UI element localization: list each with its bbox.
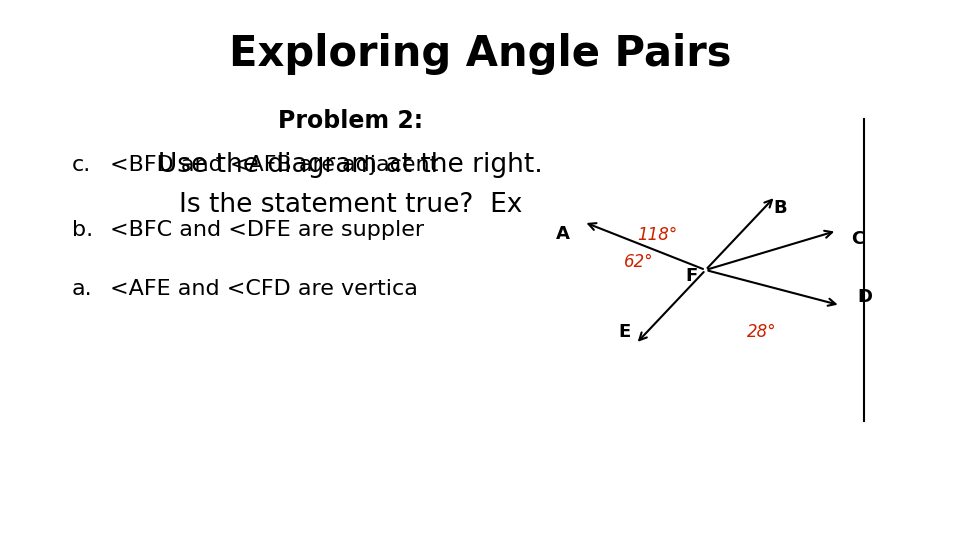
Text: <AFE and <CFD are vertica: <AFE and <CFD are vertica: [110, 279, 419, 299]
Text: Is the statement true?  Ex: Is the statement true? Ex: [179, 192, 522, 218]
Text: 62°: 62°: [624, 253, 653, 271]
Text: C: C: [852, 230, 865, 248]
Text: 28°: 28°: [747, 323, 776, 341]
Text: <BFC and <DFE are suppler: <BFC and <DFE are suppler: [110, 219, 424, 240]
Text: Problem 2:: Problem 2:: [277, 110, 423, 133]
Text: D: D: [857, 288, 872, 306]
Text: Exploring Angle Pairs: Exploring Angle Pairs: [228, 33, 732, 75]
Text: <BFD and <AFB are adjacent: <BFD and <AFB are adjacent: [110, 154, 439, 175]
Text: B: B: [774, 199, 787, 217]
Text: 118°: 118°: [637, 226, 678, 244]
Text: b.: b.: [72, 219, 93, 240]
Text: E: E: [618, 323, 631, 341]
Text: c.: c.: [72, 154, 91, 175]
Text: a.: a.: [72, 279, 92, 299]
Text: Use the diagram at the right.: Use the diagram at the right.: [158, 152, 542, 178]
Text: A: A: [556, 225, 569, 243]
Text: F: F: [685, 267, 697, 286]
